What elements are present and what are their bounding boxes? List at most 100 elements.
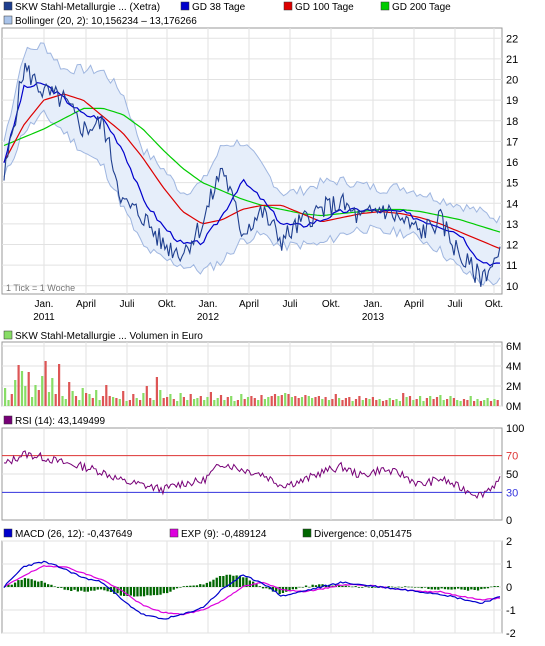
legend-swatch-macd (3, 528, 13, 538)
divergence-bar (308, 586, 311, 588)
divergence-bar (205, 582, 208, 587)
volume-bar (34, 385, 37, 406)
divergence-bar (169, 587, 172, 592)
volume-bar (213, 400, 216, 406)
volume-bar (186, 400, 189, 406)
volume-bar (381, 401, 385, 406)
divergence-bar (443, 587, 447, 590)
volume-bar (51, 378, 54, 406)
volume-bar (375, 400, 378, 406)
volume-bar (179, 393, 182, 406)
legend-label-rsi: RSI (14): 43,149499 (15, 416, 105, 427)
divergence-bar (119, 587, 122, 596)
volume-bar (496, 400, 499, 406)
rsi-line (3, 450, 501, 499)
legend-label-price: SKW Stahl-Metallurgie ... (Xetra) (15, 2, 160, 13)
volume-bar (152, 400, 155, 406)
macd-y-tick: -1 (506, 605, 516, 617)
volume-bar (402, 393, 405, 406)
divergence-bar (470, 587, 473, 590)
divergence-bar (430, 587, 433, 590)
divergence-bar (179, 587, 182, 588)
volume-bar (74, 396, 78, 406)
x-year-label: 2011 (33, 312, 55, 323)
volume-bar (17, 365, 20, 406)
divergence-bar (235, 575, 238, 587)
legend-swatch-gd200 (380, 1, 390, 11)
gd100-line (3, 93, 501, 250)
divergence-bar (417, 587, 420, 588)
volume-bar (172, 399, 175, 406)
divergence-bar (86, 587, 89, 592)
divergence-bar (371, 587, 374, 588)
volume-bar (317, 396, 320, 406)
x-month-label: April (239, 299, 259, 310)
divergence-bar (288, 587, 291, 591)
price-y-tick: 16 (506, 157, 518, 169)
legend-swatch-gd38 (180, 1, 190, 11)
volume-bar (95, 390, 98, 406)
volume-bar (405, 397, 408, 406)
x-month-label: Juli (447, 299, 462, 310)
volume-bar (219, 395, 223, 406)
divergence-bar (486, 587, 490, 589)
divergence-bar (387, 586, 390, 587)
divergence-bar (420, 587, 423, 589)
divergence-bar (225, 574, 228, 587)
volume-bar (442, 400, 445, 406)
divergence-bar (301, 587, 304, 588)
divergence-bar (222, 576, 225, 587)
divergence-bar (397, 586, 400, 588)
divergence-bar (245, 577, 248, 587)
divergence-bar (156, 587, 159, 596)
price-legend: SKW Stahl-Metallurgie ... (Xetra) GD 38 … (3, 1, 451, 27)
volume-bar (462, 399, 466, 406)
volume-bar (371, 397, 374, 406)
volume-bar (486, 398, 489, 406)
volume-bar (338, 398, 341, 406)
volume-bar (58, 364, 61, 406)
divergence-bar (318, 584, 321, 587)
divergence-bar (423, 587, 427, 588)
divergence-bar (463, 587, 466, 590)
volume-bar (270, 396, 273, 406)
divergence-bar (192, 585, 195, 587)
volume-bar (135, 398, 138, 406)
divergence-bar (490, 586, 493, 588)
divergence-bar (361, 587, 364, 588)
divergence-bar (324, 585, 327, 587)
macd-line (3, 560, 501, 620)
divergence-bar (238, 575, 242, 587)
volume-bar (193, 399, 196, 406)
divergence-bar (364, 586, 367, 587)
volume-bar (216, 398, 219, 406)
volume-y-axis: 0M 2M 4M 6M (506, 341, 521, 413)
volume-bar (209, 392, 212, 406)
divergence-bar (354, 586, 357, 587)
divergence-bar (331, 585, 334, 587)
divergence-bar (159, 587, 162, 595)
volume-bar (199, 396, 202, 406)
volume-bar (425, 398, 428, 406)
x-year-label: 2013 (362, 312, 385, 323)
legend-swatch-divergence (302, 528, 312, 538)
volume-bar (85, 393, 88, 406)
divergence-bar (83, 587, 86, 592)
volume-bar (176, 401, 179, 406)
volume-bar (331, 399, 334, 406)
macd-y-tick: 1 (506, 559, 512, 571)
volume-bar (341, 400, 344, 406)
volume-bar (257, 400, 260, 406)
price-y-tick: 10 (506, 281, 518, 293)
volume-bar (112, 397, 115, 406)
divergence-bar (437, 587, 440, 590)
volume-bar (395, 399, 398, 406)
volume-bar (91, 398, 94, 406)
volume-bar (142, 393, 145, 406)
volume-bar (361, 400, 364, 406)
volume-bar (280, 395, 283, 406)
volume-bar (115, 398, 118, 406)
divergence-bar (90, 587, 93, 591)
divergence-bar (218, 576, 222, 587)
divergence-bar (136, 587, 139, 597)
